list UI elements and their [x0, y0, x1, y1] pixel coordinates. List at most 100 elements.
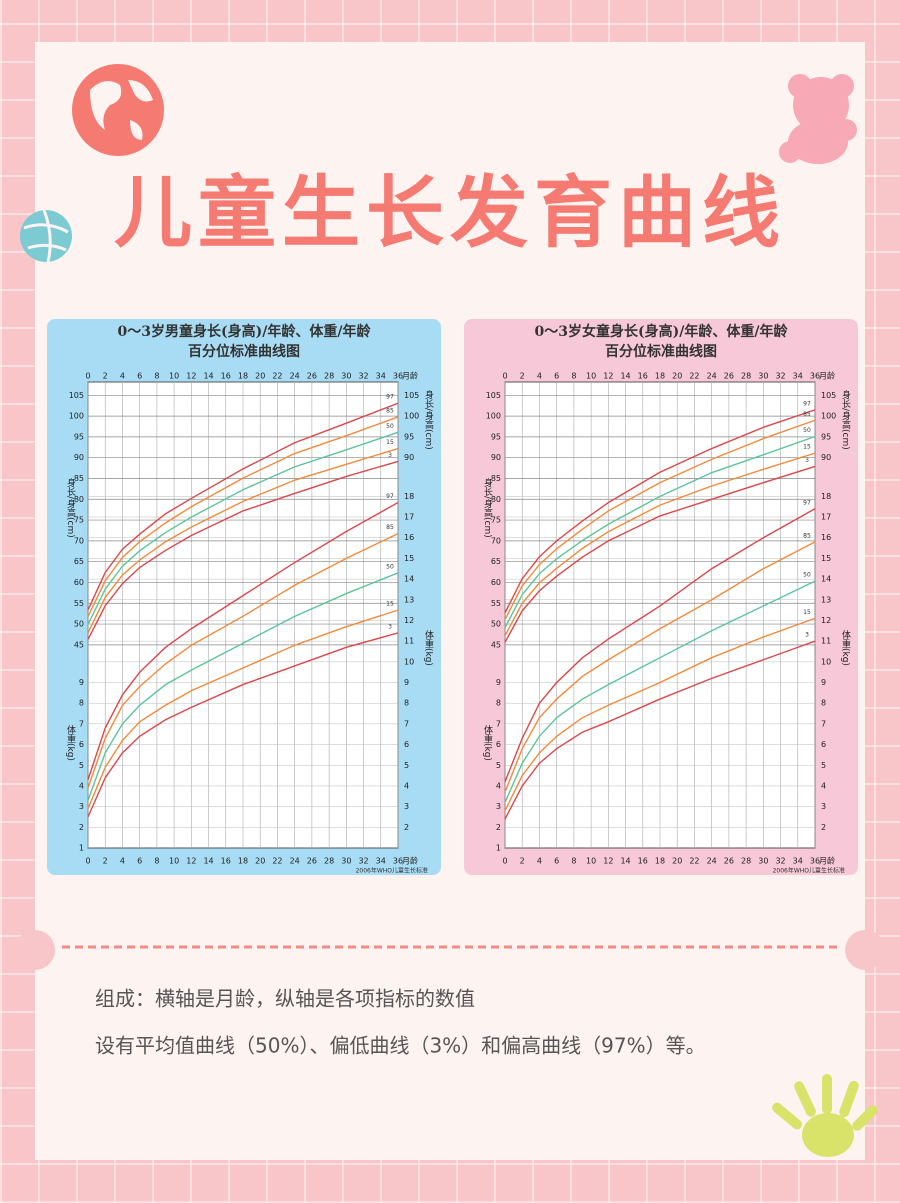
percentile-curve: [504, 409, 816, 614]
y2-tick-label: 3: [821, 802, 826, 811]
series-label: 3: [805, 632, 809, 639]
y2-axis-label: 体重(kg): [482, 724, 493, 761]
y2-tick-label: 10: [404, 657, 414, 666]
description-line: 组成：横轴是月龄，纵轴是各项指标的数值: [95, 987, 475, 1011]
x-tick-label: 24: [290, 857, 300, 866]
x-tick-label: 20: [255, 372, 265, 381]
x-tick-label: 12: [603, 372, 613, 381]
y2-tick-label: 9: [496, 678, 501, 687]
y2-tick-label: 16: [404, 533, 414, 542]
x-tick-label: 0: [85, 372, 90, 381]
y2-tick-label: 6: [404, 740, 409, 749]
y-tick-label: 105: [69, 391, 84, 400]
x-tick-label: 36: [393, 857, 403, 866]
percentile-curve: [87, 402, 399, 611]
y2-tick-label: 3: [79, 802, 84, 811]
x-tick-label: 36: [810, 857, 820, 866]
x-tick-label: 28: [741, 372, 751, 381]
y2-tick-label: 17: [821, 513, 831, 522]
x-tick-label: 0: [502, 857, 507, 866]
x-axis-label: 月龄: [819, 371, 835, 381]
x-tick-label: 6: [554, 372, 559, 381]
x-tick-label: 22: [272, 372, 282, 381]
x-tick-label: 28: [324, 372, 334, 381]
percentile-curve: [504, 435, 816, 629]
y2-tick-label: 8: [404, 699, 409, 708]
x-tick-label: 2: [103, 372, 108, 381]
y2-tick-label: 8: [821, 699, 826, 708]
y2-tick-label: 6: [79, 740, 84, 749]
y-tick-label: 85: [74, 474, 84, 483]
y-tick-label: 70: [491, 536, 501, 545]
series-label: 50: [386, 423, 394, 430]
percentile-curve: [87, 501, 399, 780]
ball-lines: [23, 209, 69, 263]
y2-tick-label: 4: [79, 781, 84, 790]
percentile-curve: [504, 508, 816, 783]
percentile-curve: [87, 447, 399, 634]
series-label: 15: [386, 439, 394, 446]
percentile-curve: [504, 640, 816, 820]
y2-axis-label: 体重(kg): [65, 724, 76, 761]
x-tick-label: 18: [238, 857, 248, 866]
percentile-curve: [87, 572, 399, 801]
x-tick-label: 6: [137, 372, 142, 381]
y-tick-label: 100: [821, 412, 836, 421]
x-tick-label: 6: [137, 857, 142, 866]
percentile-curve: [504, 580, 816, 803]
globe-land: [90, 80, 153, 140]
x-tick-label: 30: [758, 857, 768, 866]
y2-tick-label: 13: [404, 595, 414, 604]
x-axis-label: 月龄: [402, 856, 418, 866]
x-tick-label: 16: [221, 372, 231, 381]
x-tick-label: 20: [255, 857, 265, 866]
series-label: 97: [803, 499, 811, 506]
page-title: 儿童生长发育曲线: [114, 168, 786, 258]
y2-tick-label: 2: [79, 823, 84, 832]
y-tick-label: 90: [404, 453, 414, 462]
y-tick-label: 105: [486, 391, 501, 400]
percentile-curve: [87, 460, 399, 640]
y-tick-label: 45: [74, 640, 84, 649]
x-tick-label: 4: [120, 857, 125, 866]
y-tick-label: 50: [491, 620, 501, 629]
x-tick-label: 28: [324, 857, 334, 866]
y-tick-label: 65: [491, 557, 501, 566]
series-label: 3: [388, 623, 392, 630]
y-tick-label: 90: [74, 453, 84, 462]
y2-tick-label: 16: [821, 533, 831, 542]
y2-tick-label: 12: [404, 616, 414, 625]
x-tick-label: 18: [238, 372, 248, 381]
y-tick-label: 100: [486, 412, 501, 421]
y-tick-label: 45: [491, 640, 501, 649]
chart-subtitle: 百分位标准曲线图: [188, 343, 300, 360]
x-tick-label: 12: [186, 372, 196, 381]
x-tick-label: 10: [169, 372, 179, 381]
x-tick-label: 26: [307, 372, 317, 381]
y2-tick-label: 4: [496, 781, 501, 790]
y-tick-label: 75: [491, 516, 501, 525]
x-tick-label: 20: [672, 857, 682, 866]
x-tick-label: 32: [358, 372, 368, 381]
x-tick-label: 10: [169, 857, 179, 866]
y2-tick-label: 2: [496, 823, 501, 832]
series-label: 85: [803, 532, 811, 539]
y2-tick-label: 15: [404, 554, 414, 563]
x-tick-label: 0: [502, 372, 507, 381]
y2-tick-label: 13: [821, 595, 831, 604]
series-label: 85: [803, 411, 811, 418]
x-tick-label: 12: [186, 857, 196, 866]
series-label: 15: [386, 601, 394, 608]
percentile-curve: [504, 419, 816, 620]
y-tick-label: 50: [74, 620, 84, 629]
x-tick-label: 16: [638, 857, 648, 866]
x-axis-label: 月龄: [819, 856, 835, 866]
y2-tick-label: 11: [404, 637, 414, 646]
x-axis-label: 月龄: [402, 371, 418, 381]
percentile-curve: [87, 431, 399, 625]
y-tick-label: 95: [491, 432, 501, 441]
x-tick-label: 14: [203, 372, 213, 381]
globe-icon: [72, 64, 164, 156]
series-label: 15: [803, 609, 811, 616]
